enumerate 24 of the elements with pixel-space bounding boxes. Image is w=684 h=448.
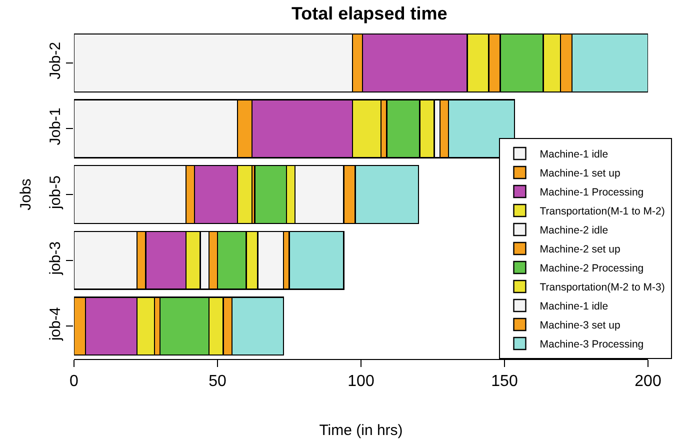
legend-label: Machine-3 set up bbox=[540, 320, 620, 332]
x-tick-label: 150 bbox=[491, 373, 518, 390]
y-tick-label: Job-1 bbox=[47, 108, 64, 146]
y-tick-label: Job-2 bbox=[47, 42, 64, 80]
legend-label: Transportation(M-2 to M-3) bbox=[540, 282, 665, 294]
legend-label: Machine-2 Processing bbox=[540, 262, 644, 275]
y-tick-label: job-3 bbox=[47, 241, 64, 276]
legend-label: Machine-1 idle bbox=[540, 300, 608, 313]
y-tick-label: job-5 bbox=[47, 176, 64, 210]
x-tick-label: 0 bbox=[70, 373, 79, 390]
legend-label: Machine-1 Processing bbox=[540, 186, 644, 199]
legend-label: Machine-1 idle bbox=[540, 148, 608, 161]
legend-label: Machine-2 idle bbox=[540, 224, 608, 237]
chart-title: Total elapsed time bbox=[292, 3, 448, 24]
x-tick-label: 200 bbox=[634, 373, 662, 390]
x-tick-label: 100 bbox=[348, 373, 374, 390]
x-tick-label: 50 bbox=[208, 373, 226, 390]
y-axis-title: Jobs bbox=[17, 178, 34, 210]
legend-label: Machine-1 set up bbox=[540, 168, 620, 180]
legend-label: Transportation(M-1 to M-2) bbox=[540, 206, 665, 218]
x-axis-title: Time (in hrs) bbox=[319, 422, 403, 440]
legend-label: Machine-3 Processing bbox=[540, 338, 644, 351]
legend-label: Machine-2 set up bbox=[540, 244, 620, 256]
y-tick-label: job-4 bbox=[47, 307, 64, 342]
